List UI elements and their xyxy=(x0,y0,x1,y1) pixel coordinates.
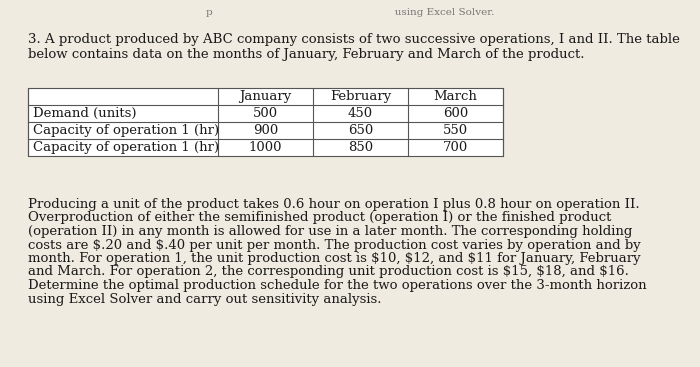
Text: 900: 900 xyxy=(253,124,278,137)
Bar xyxy=(28,88,503,156)
Text: 600: 600 xyxy=(443,107,468,120)
Text: February: February xyxy=(330,90,391,103)
Text: and March. For operation 2, the corresponding unit production cost is $15, $18, : and March. For operation 2, the correspo… xyxy=(28,265,629,279)
Text: 500: 500 xyxy=(253,107,278,120)
Text: Demand (units): Demand (units) xyxy=(33,107,136,120)
Text: costs are $.20 and $.40 per unit per month. The production cost varies by operat: costs are $.20 and $.40 per unit per mon… xyxy=(28,239,640,251)
Text: 550: 550 xyxy=(443,124,468,137)
Text: 3. A product produced by ABC company consists of two successive operations, I an: 3. A product produced by ABC company con… xyxy=(28,33,680,46)
Text: using Excel Solver and carry out sensitivity analysis.: using Excel Solver and carry out sensiti… xyxy=(28,292,382,305)
Text: Capacity of operation 1 (hr): Capacity of operation 1 (hr) xyxy=(33,141,219,154)
Text: 450: 450 xyxy=(348,107,373,120)
Text: 650: 650 xyxy=(348,124,373,137)
Text: month. For operation 1, the unit production cost is $10, $12, and $11 for Januar: month. For operation 1, the unit product… xyxy=(28,252,640,265)
Text: January: January xyxy=(239,90,292,103)
Text: 850: 850 xyxy=(348,141,373,154)
Text: March: March xyxy=(433,90,477,103)
Text: 1000: 1000 xyxy=(248,141,282,154)
Text: Producing a unit of the product takes 0.6 hour on operation I plus 0.8 hour on o: Producing a unit of the product takes 0.… xyxy=(28,198,640,211)
Text: Capacity of operation 1 (hr): Capacity of operation 1 (hr) xyxy=(33,124,219,137)
Text: below contains data on the months of January, February and March of the product.: below contains data on the months of Jan… xyxy=(28,48,584,61)
Text: 700: 700 xyxy=(443,141,468,154)
Text: p                                                        using Excel Solver.: p using Excel Solver. xyxy=(206,8,494,17)
Text: Determine the optimal production schedule for the two operations over the 3-mont: Determine the optimal production schedul… xyxy=(28,279,647,292)
Text: Overproduction of either the semifinished product (operation I) or the finished : Overproduction of either the semifinishe… xyxy=(28,211,611,225)
Text: (operation II) in any month is allowed for use in a later month. The correspondi: (operation II) in any month is allowed f… xyxy=(28,225,632,238)
